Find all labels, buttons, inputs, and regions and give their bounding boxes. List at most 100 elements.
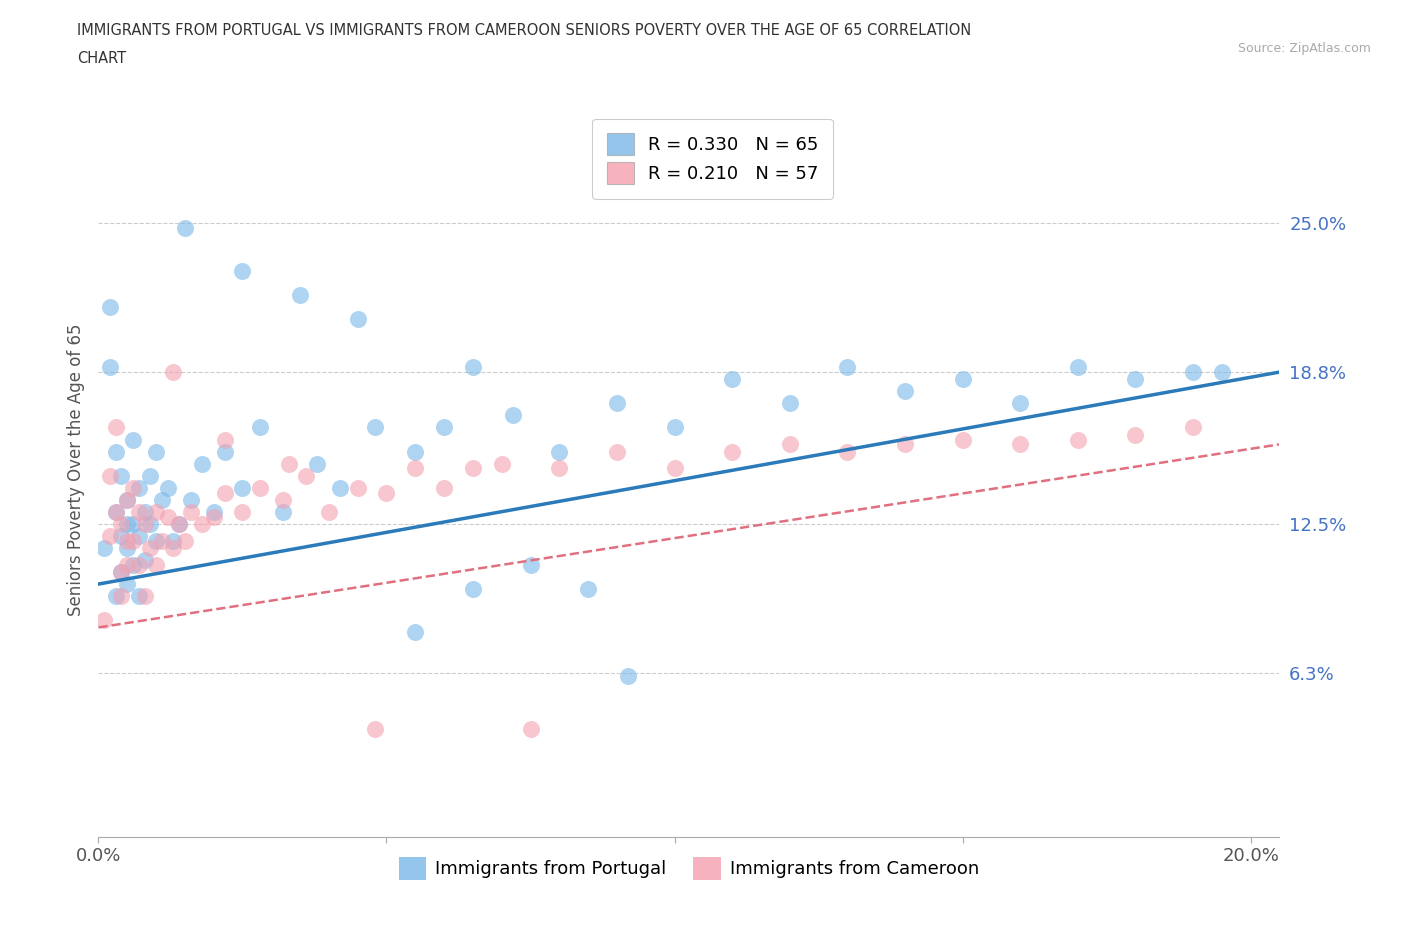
Point (502, 408, 524, 423)
Point (606, 445, 628, 459)
Point (617, 668, 640, 683)
Point (122, 516, 145, 531)
Point (1182, 365, 1205, 379)
Point (249, 420, 271, 435)
Point (214, 485, 236, 500)
Point (404, 625, 426, 640)
Point (110, 565, 132, 579)
Point (115, 577, 138, 591)
Point (1010, 396, 1032, 411)
Point (1182, 420, 1205, 435)
Point (271, 504, 294, 519)
Point (180, 504, 202, 519)
Point (173, 220, 195, 235)
Point (214, 432, 236, 447)
Point (104, 589, 127, 604)
Y-axis label: Seniors Poverty Over the Age of 65: Seniors Poverty Over the Age of 65 (66, 324, 84, 616)
Point (128, 557, 150, 572)
Point (404, 445, 426, 459)
Point (1067, 360, 1090, 375)
Point (139, 540, 162, 555)
Point (104, 445, 127, 459)
Point (202, 504, 225, 519)
Point (145, 504, 167, 519)
Point (173, 533, 195, 548)
Point (191, 457, 214, 472)
Point (664, 420, 686, 435)
Text: Source: ZipAtlas.com: Source: ZipAtlas.com (1237, 42, 1371, 55)
Point (606, 396, 628, 411)
Point (156, 480, 179, 495)
Point (837, 360, 859, 375)
Point (139, 516, 162, 531)
Point (288, 287, 311, 302)
Point (1125, 372, 1147, 387)
Point (110, 468, 132, 483)
Point (134, 516, 156, 531)
Point (115, 492, 138, 507)
Point (104, 420, 127, 435)
Point (1125, 427, 1147, 442)
Point (461, 581, 484, 596)
Point (491, 457, 513, 472)
Point (110, 516, 132, 531)
Point (364, 420, 387, 435)
Point (779, 396, 801, 411)
Point (180, 492, 202, 507)
Point (93, 540, 115, 555)
Text: IMMIGRANTS FROM PORTUGAL VS IMMIGRANTS FROM CAMEROON SENIORS POVERTY OVER THE AG: IMMIGRANTS FROM PORTUGAL VS IMMIGRANTS F… (77, 23, 972, 38)
Point (122, 557, 145, 572)
Point (122, 533, 145, 548)
Point (110, 528, 132, 543)
Point (894, 384, 917, 399)
Point (93, 613, 115, 628)
Point (375, 485, 398, 500)
Point (307, 457, 329, 472)
Point (162, 540, 184, 555)
Point (128, 589, 150, 604)
Point (128, 480, 150, 495)
Legend: Immigrants from Portugal, Immigrants from Cameroon: Immigrants from Portugal, Immigrants fro… (392, 850, 986, 886)
Point (433, 420, 456, 435)
Point (404, 461, 426, 476)
Point (139, 468, 162, 483)
Point (145, 445, 167, 459)
Point (952, 372, 974, 387)
Point (145, 533, 167, 548)
Point (162, 365, 184, 379)
Point (134, 552, 156, 567)
Point (894, 437, 917, 452)
Point (167, 516, 190, 531)
Point (98, 299, 121, 314)
Point (249, 480, 271, 495)
Point (548, 461, 571, 476)
Point (721, 445, 744, 459)
Point (202, 510, 225, 525)
Point (231, 504, 253, 519)
Point (277, 457, 299, 472)
Point (110, 565, 132, 579)
Point (364, 721, 387, 736)
Point (318, 504, 340, 519)
Point (191, 516, 214, 531)
Point (134, 504, 156, 519)
Point (98, 528, 121, 543)
Point (329, 480, 352, 495)
Point (271, 492, 294, 507)
Point (1010, 437, 1032, 452)
Point (98, 360, 121, 375)
Point (104, 504, 127, 519)
Point (1211, 365, 1233, 379)
Point (145, 557, 167, 572)
Point (150, 533, 173, 548)
Point (837, 445, 859, 459)
Point (134, 589, 156, 604)
Point (295, 468, 318, 483)
Point (115, 533, 138, 548)
Point (721, 372, 744, 387)
Point (952, 432, 974, 447)
Point (122, 432, 145, 447)
Text: CHART: CHART (77, 51, 127, 66)
Point (231, 263, 253, 278)
Point (346, 480, 368, 495)
